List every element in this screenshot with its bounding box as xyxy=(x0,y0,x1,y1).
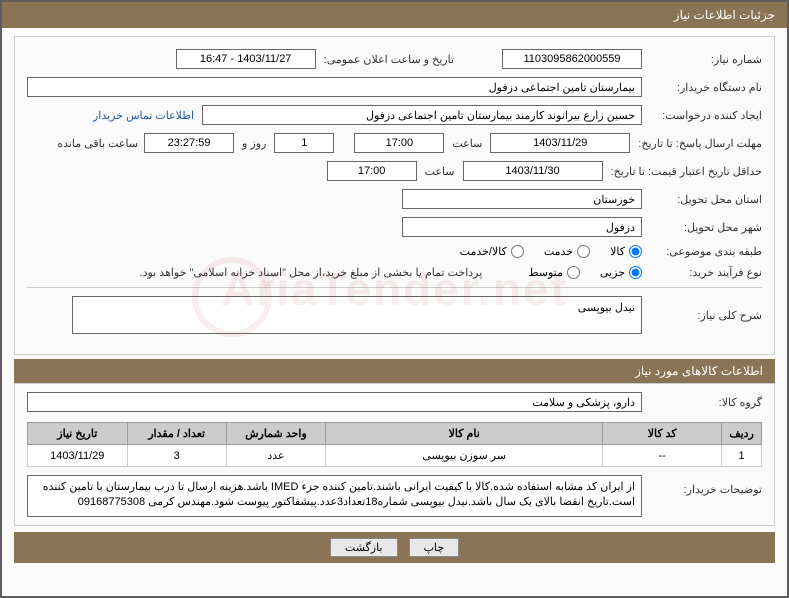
category-label: طبقه بندی موضوعی: xyxy=(642,245,762,258)
back-button[interactable]: بازگشت xyxy=(330,538,398,557)
page-title-bar: جزئیات اطلاعات نیاز xyxy=(2,2,787,28)
process-motavaset-radio[interactable] xyxy=(567,266,580,279)
countdown-field xyxy=(144,133,234,153)
remaining-label: ساعت باقی مانده xyxy=(57,137,138,150)
bottom-button-bar: چاپ بازگشت xyxy=(14,532,775,563)
deadline-time-field xyxy=(354,133,444,153)
requester-field xyxy=(202,105,642,125)
process-label: نوع فرآیند خرید: xyxy=(642,266,762,279)
province-label: استان محل تحویل: xyxy=(642,193,762,206)
category-khedmat-label: خدمت xyxy=(544,245,573,258)
buyer-contact-link[interactable]: اطلاعات تماس خریدار xyxy=(93,109,194,122)
desc-label: شرح کلی نیاز: xyxy=(642,309,762,322)
goods-panel: گروه کالا: ردیف کد کالا نام کالا واحد شم… xyxy=(14,383,775,526)
need-desc-textarea xyxy=(72,296,642,334)
deadline-date-field xyxy=(490,133,630,153)
th-tarikh: تاریخ نیاز xyxy=(28,423,128,445)
days-field xyxy=(274,133,334,153)
requester-label: ایجاد کننده درخواست: xyxy=(642,109,762,122)
th-tedad: تعداد / مقدار xyxy=(127,423,226,445)
deadline-label: مهلت ارسال پاسخ: تا تاریخ: xyxy=(630,137,762,150)
category-kala-radio[interactable] xyxy=(629,245,642,258)
goods-section-title: اطلاعات کالاهای مورد نیاز xyxy=(635,364,763,378)
cell-kod: -- xyxy=(603,445,722,467)
validity-date-field xyxy=(463,161,603,181)
days-label: روز و xyxy=(234,137,274,150)
cell-nam: سر سوزن بیوپسی xyxy=(326,445,603,467)
print-button[interactable]: چاپ xyxy=(409,538,460,557)
cell-tarikh: 1403/11/29 xyxy=(28,445,128,467)
goods-section-header: اطلاعات کالاهای مورد نیاز xyxy=(14,359,775,383)
th-radif: ردیف xyxy=(722,423,762,445)
buyer-org-label: نام دستگاه خریدار: xyxy=(642,81,762,94)
category-khedmat-radio[interactable] xyxy=(577,245,590,258)
payment-note: پرداخت تمام یا بخشی از مبلغ خرید،از محل … xyxy=(140,266,483,279)
need-number-label: شماره نیاز: xyxy=(642,53,762,66)
th-vahed: واحد شمارش xyxy=(226,423,325,445)
process-motavaset-label: متوسط xyxy=(528,266,563,279)
cell-vahed: عدد xyxy=(226,445,325,467)
time-label-2: ساعت xyxy=(417,165,463,178)
table-row: 1 -- سر سوزن بیوپسی عدد 3 1403/11/29 xyxy=(28,445,762,467)
category-kala-khedmat-label: کالا/خدمت xyxy=(460,245,507,258)
th-kod: کد کالا xyxy=(603,423,722,445)
city-field xyxy=(402,217,642,237)
cell-radif: 1 xyxy=(722,445,762,467)
validity-time-field xyxy=(327,161,417,181)
category-kala-label: کالا xyxy=(610,245,625,258)
goods-table: ردیف کد کالا نام کالا واحد شمارش تعداد /… xyxy=(27,422,762,467)
buyer-desc-label: توضیحات خریدار: xyxy=(642,475,762,496)
goods-group-label: گروه کالا: xyxy=(642,396,762,409)
buyer-desc-textarea xyxy=(27,475,642,517)
main-form-panel: شماره نیاز: تاریخ و ساعت اعلان عمومی: نا… xyxy=(14,36,775,355)
category-kala-khedmat-radio[interactable] xyxy=(511,245,524,258)
province-field xyxy=(402,189,642,209)
goods-group-field xyxy=(27,392,642,412)
announce-date-field xyxy=(176,49,316,69)
process-jozi-radio[interactable] xyxy=(629,266,642,279)
process-jozi-label: جزیی xyxy=(600,266,625,279)
cell-tedad: 3 xyxy=(127,445,226,467)
buyer-org-field xyxy=(27,77,642,97)
need-number-field xyxy=(502,49,642,69)
announce-date-label: تاریخ و ساعت اعلان عمومی: xyxy=(316,53,462,66)
page-title: جزئیات اطلاعات نیاز xyxy=(674,8,775,22)
validity-label: حداقل تاریخ اعتبار قیمت: تا تاریخ: xyxy=(603,165,762,178)
time-label-1: ساعت xyxy=(444,137,490,150)
city-label: شهر محل تحویل: xyxy=(642,221,762,234)
th-nam: نام کالا xyxy=(326,423,603,445)
